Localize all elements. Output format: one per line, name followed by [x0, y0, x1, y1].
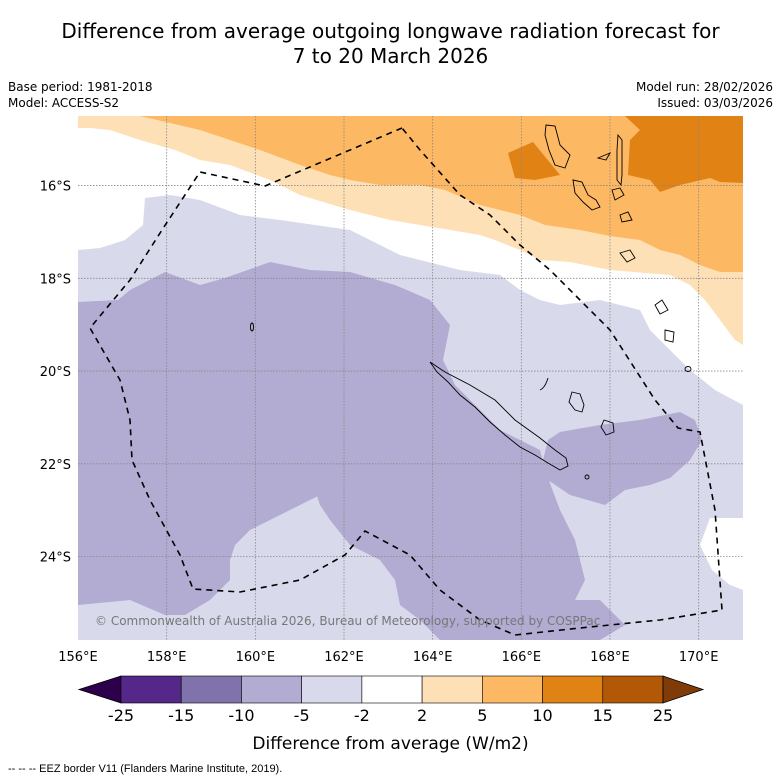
chart-title: Difference from average outgoing longwav…: [0, 19, 781, 69]
matthew-hunter-coastline: [654, 299, 669, 315]
colorbar-bin: [421, 675, 483, 704]
lat-tick-label: 18°S: [40, 272, 71, 287]
ambae-coastline: [596, 152, 612, 161]
colorbar-bin: [542, 675, 604, 704]
colorbar-bin: [602, 675, 664, 704]
colorbar-label: Difference from average (W/m2): [252, 734, 529, 754]
small-island-coastline: [664, 329, 675, 343]
lat-tick-label: 16°S: [40, 180, 71, 195]
colorbar-bin: [361, 675, 423, 704]
gridlines: [78, 116, 743, 640]
colorbar: [77, 675, 705, 704]
colorbar-under-arrow: [77, 675, 122, 704]
lat-tick-label: 22°S: [40, 458, 71, 473]
small-islet-coastline: [684, 366, 692, 372]
anomaly-region-minus2-plus2-east: [700, 518, 743, 590]
tanna-coastline: [619, 249, 636, 263]
lon-tick-label: 170°E: [679, 650, 719, 665]
model-run: Model run: 28/02/2026: [635, 80, 773, 94]
anomaly-region-5-10: [140, 116, 743, 272]
colorbar-bin: [482, 675, 543, 704]
erromango-coastline: [619, 211, 633, 223]
colorbar-bin: [120, 675, 182, 704]
lon-tick-label: 162°E: [324, 650, 364, 665]
map-panel: © Commonwealth of Australia 2026, Bureau…: [78, 116, 743, 640]
lon-tick-label: 156°E: [58, 650, 98, 665]
colorbar-tick-label: 5: [477, 706, 488, 725]
isle-of-pines-coastline: [584, 474, 590, 480]
lon-tick-label: 166°E: [502, 650, 542, 665]
maewo-pentecost-coastline: [616, 133, 623, 187]
anomaly-region-minus10-minus5-east: [543, 412, 702, 505]
lon-tick-label: 164°E: [413, 650, 453, 665]
lat-axis: 16°S 18°S 20°S 22°S 24°S: [40, 180, 71, 566]
lifou-coastline: [568, 391, 585, 413]
title-line-1: Difference from average outgoing longwav…: [61, 19, 720, 43]
coastlines: [250, 124, 692, 480]
meta-right: Model run: 28/02/2026 Issued: 03/03/2026: [636, 79, 773, 111]
issued-date: Issued: 03/03/2026: [657, 96, 773, 110]
lon-tick-label: 168°E: [590, 650, 630, 665]
copyright-text: © Commonwealth of Australia 2026, Bureau…: [95, 614, 600, 628]
efate-coastline: [611, 187, 625, 201]
colorbar-tick-label: -10: [228, 706, 255, 725]
lon-axis: 156°E 158°E 160°E 162°E 164°E 166°E 168°E 170°E: [58, 650, 718, 665]
mare-coastline: [600, 419, 615, 436]
colorbar-tick-label: 25: [652, 706, 674, 725]
colorbar-tick-label: -15: [168, 706, 195, 725]
new-caledonia-coastline: [429, 361, 569, 471]
espiritu-santo-coastline: [544, 124, 571, 169]
meta-left: Base period: 1981-2018 Model: ACCESS-S2: [8, 79, 153, 111]
colorbar-tick-label: -25: [107, 706, 135, 725]
chesterfield-islet-coastline: [250, 322, 254, 332]
title-line-2: 7 to 20 March 2026: [292, 44, 489, 68]
lon-tick-label: 160°E: [236, 650, 276, 665]
model-name: Model: ACCESS-S2: [8, 96, 120, 110]
anomaly-region-10-15-ne: [625, 116, 743, 192]
colorbar-bin: [301, 675, 363, 704]
lon-tick-label: 158°E: [147, 650, 187, 665]
colorbar-bin: [241, 675, 302, 704]
ouvea-coastline: [539, 377, 549, 391]
base-period: Base period: 1981-2018: [8, 80, 153, 94]
colorbar-tick-label: 2: [417, 706, 428, 725]
colorbar-tick-label: -5: [293, 706, 310, 725]
malakula-coastline: [572, 179, 601, 211]
colorbar-tick-label: 15: [592, 706, 613, 725]
lat-tick-label: 20°S: [40, 365, 71, 380]
eez-footnote: -- -- -- EEZ border V11 (Flanders Marine…: [8, 763, 283, 775]
anomaly-region-minus10-minus5-west: [78, 262, 625, 640]
colorbar-tick-label: 10: [532, 706, 553, 725]
eez-border: [89, 127, 723, 636]
colorbar-over-arrow: [662, 675, 705, 704]
colorbar-bin: [180, 675, 242, 704]
colorbar-tick-label: -2: [353, 706, 370, 725]
lat-tick-label: 24°S: [40, 551, 71, 566]
